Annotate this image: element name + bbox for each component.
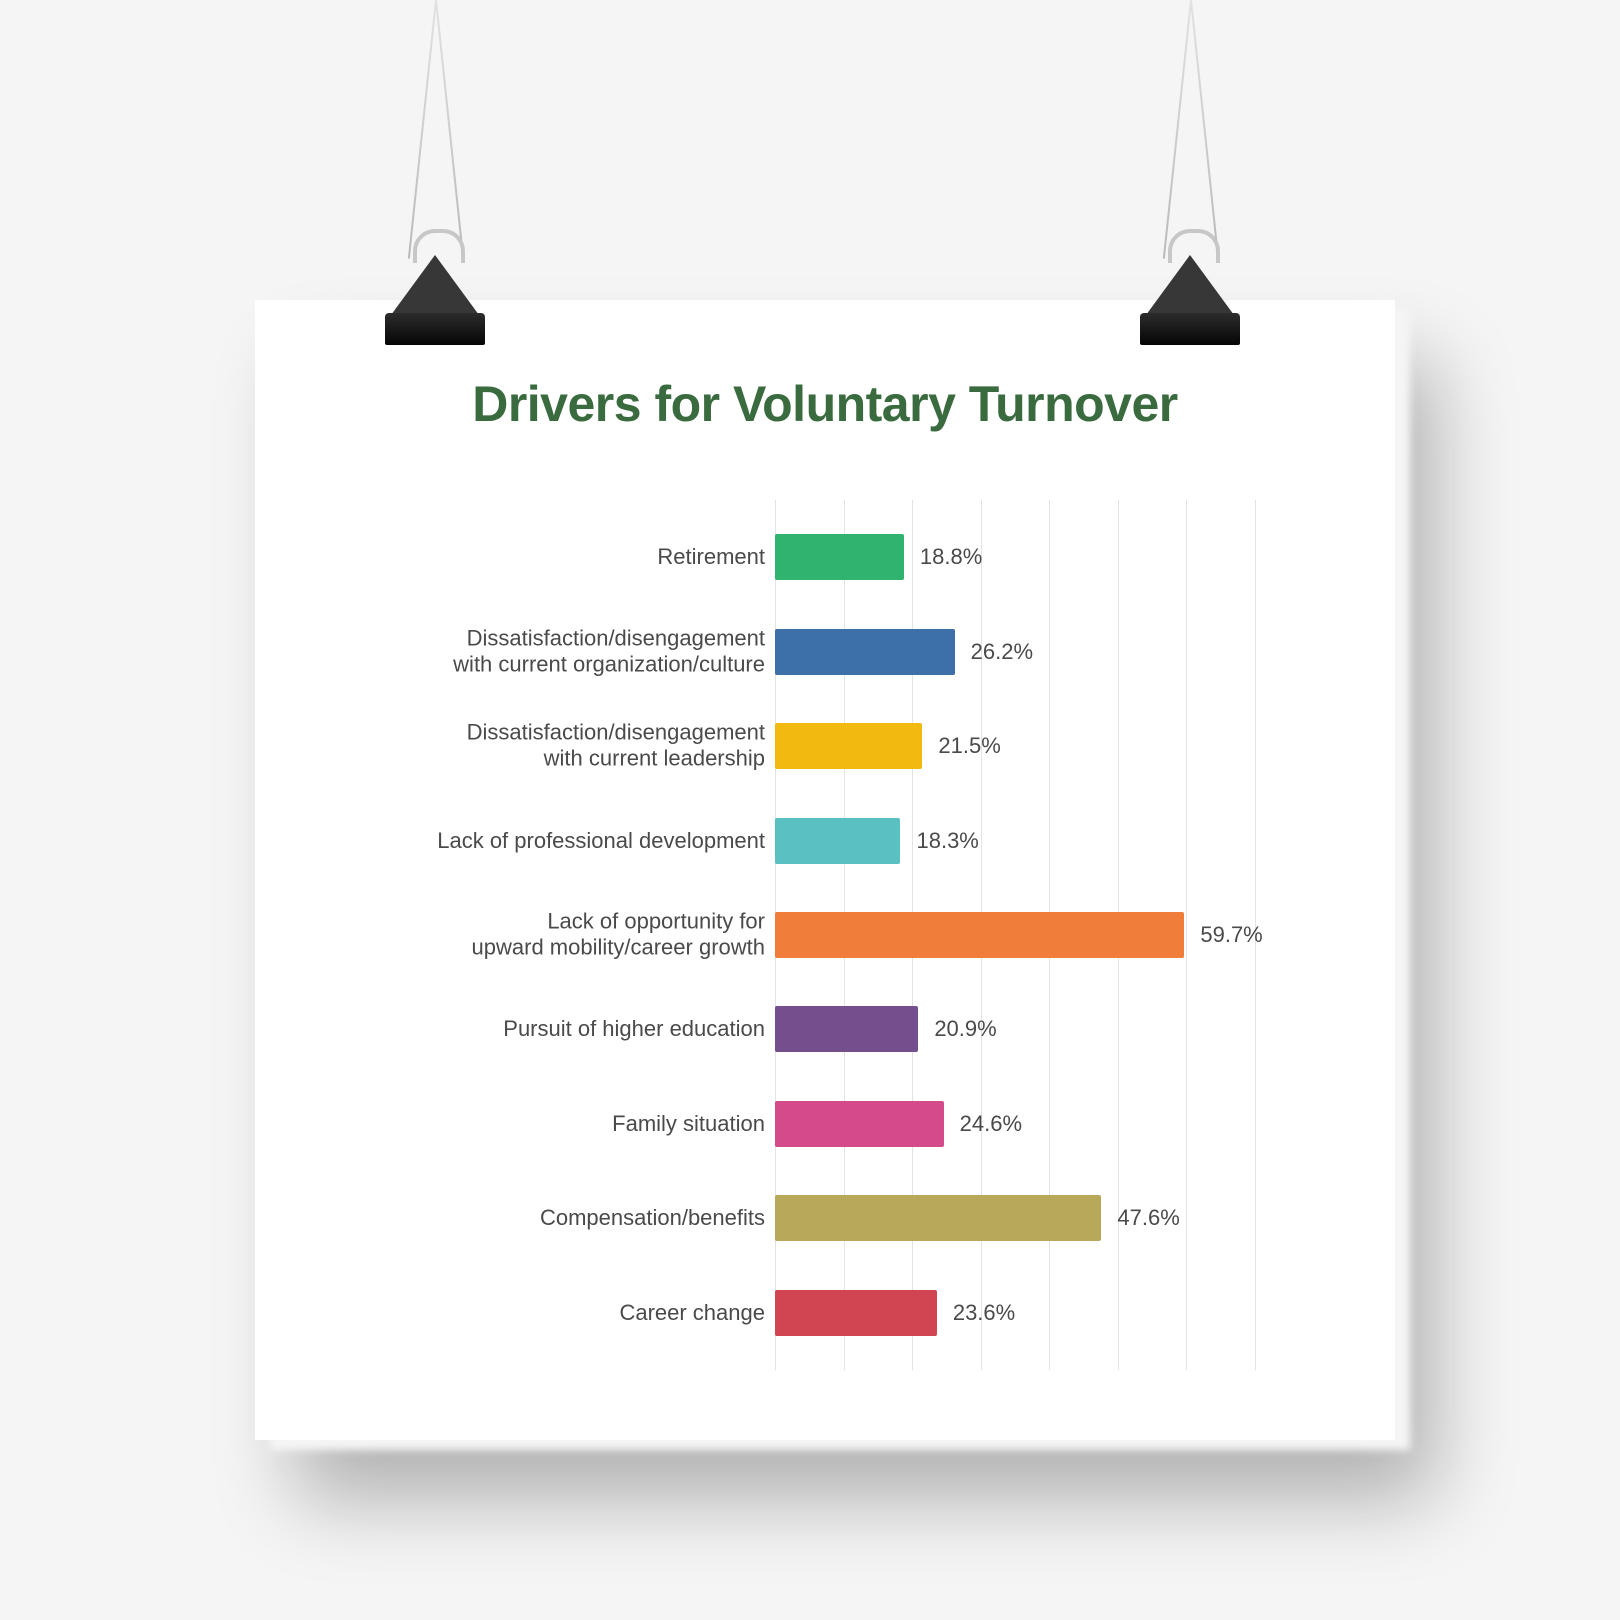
bar bbox=[775, 912, 1184, 958]
bar bbox=[775, 1006, 918, 1052]
binder-clip-icon bbox=[370, 240, 500, 345]
hanger-wire bbox=[408, 0, 437, 259]
bar-label: Pursuit of higher education bbox=[503, 1016, 765, 1042]
bar-value: 23.6% bbox=[953, 1300, 1015, 1326]
bar-value: 18.3% bbox=[916, 828, 978, 854]
bar-label: Family situation bbox=[612, 1111, 765, 1137]
binder-clip-icon bbox=[1125, 240, 1255, 345]
bar-label: Retirement bbox=[657, 544, 765, 570]
chart-row: Compensation/benefits 47.6% bbox=[355, 1187, 1295, 1249]
bar-label: Lack of professional development bbox=[437, 827, 765, 853]
bar-label: Compensation/benefits bbox=[540, 1205, 765, 1231]
chart-row: Career change 23.6% bbox=[355, 1282, 1295, 1344]
bar-value: 47.6% bbox=[1117, 1205, 1179, 1231]
hanger-wire bbox=[435, 0, 464, 259]
hanger-wire bbox=[1163, 0, 1192, 259]
chart-row: Pursuit of higher education 20.9% bbox=[355, 998, 1295, 1060]
bar-value: 59.7% bbox=[1200, 922, 1262, 948]
bar bbox=[775, 818, 900, 864]
bar bbox=[775, 1101, 944, 1147]
bar-value: 18.8% bbox=[920, 544, 982, 570]
bar-label: Dissatisfaction/disengagement with curre… bbox=[453, 625, 765, 678]
bar bbox=[775, 1195, 1101, 1241]
chart-row: Retirement 18.8% bbox=[355, 526, 1295, 588]
chart-row: Dissatisfaction/disengagement with curre… bbox=[355, 715, 1295, 777]
chart-row: Family situation 24.6% bbox=[355, 1093, 1295, 1155]
bar-value: 24.6% bbox=[960, 1111, 1022, 1137]
chart-row: Lack of opportunity for upward mobility/… bbox=[355, 904, 1295, 966]
bar-value: 21.5% bbox=[938, 733, 1000, 759]
chart-title: Drivers for Voluntary Turnover bbox=[255, 375, 1395, 433]
bar-label: Lack of opportunity for upward mobility/… bbox=[472, 909, 765, 962]
bar bbox=[775, 629, 955, 675]
bar-value: 26.2% bbox=[971, 639, 1033, 665]
bar-label: Career change bbox=[619, 1300, 765, 1326]
chart-row: Lack of professional development 18.3% bbox=[355, 810, 1295, 872]
stage: Drivers for Voluntary Turnover Retiremen… bbox=[0, 0, 1620, 1620]
bar-label: Dissatisfaction/disengagement with curre… bbox=[467, 720, 765, 773]
chart-area: Retirement 18.8% Dissatisfaction/disengage… bbox=[355, 500, 1295, 1370]
bar-value: 20.9% bbox=[934, 1016, 996, 1042]
hanger-wire bbox=[1190, 0, 1219, 259]
bar bbox=[775, 534, 904, 580]
chart-rows: Retirement 18.8% Dissatisfaction/disengage… bbox=[355, 500, 1295, 1370]
poster: Drivers for Voluntary Turnover Retiremen… bbox=[255, 300, 1395, 1440]
chart-row: Dissatisfaction/disengagement with curre… bbox=[355, 621, 1295, 683]
bar bbox=[775, 723, 922, 769]
bar bbox=[775, 1290, 937, 1336]
